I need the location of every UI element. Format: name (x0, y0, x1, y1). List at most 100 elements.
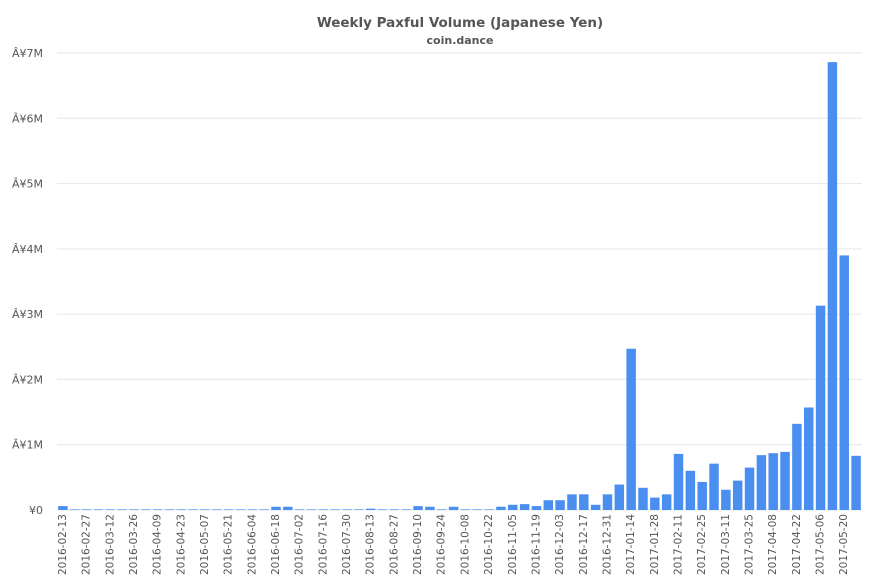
x-tick-label: 2016-12-03 (554, 514, 566, 575)
bar-2016-08-13 (365, 508, 376, 510)
x-tick-label: 2016-11-05 (507, 514, 519, 575)
y-tick-label: Â¥6M (12, 112, 43, 125)
x-tick-label: 2016-04-09 (152, 514, 164, 575)
bar-2016-09-10 (413, 506, 423, 510)
y-tick-label: Â¥3M (12, 308, 43, 321)
bar-2016-05-21 (223, 509, 234, 510)
x-tick-label: 2016-07-30 (341, 514, 353, 575)
bar-2017-03-11 (721, 489, 731, 510)
x-tick-label: 2017-04-22 (791, 514, 803, 575)
x-tick-label: 2017-04-08 (767, 514, 779, 575)
bar-2016-03-05 (93, 509, 104, 510)
x-tick-label: 2016-05-21 (223, 514, 235, 575)
bar-2017-03-04 (709, 463, 719, 510)
bar-2016-06-04 (247, 509, 258, 510)
x-tick-label: 2016-08-13 (365, 514, 377, 575)
bar-2016-03-12 (105, 509, 116, 510)
y-tick-label: Â¥7M (12, 47, 43, 60)
bar-2017-01-14 (626, 348, 636, 510)
bar-2017-04-08 (768, 453, 778, 510)
x-tick-label: 2016-12-17 (578, 514, 590, 575)
bar-2017-02-04 (661, 494, 672, 510)
bar-2016-11-19 (531, 506, 542, 510)
bar-2016-05-28 (235, 509, 246, 510)
x-tick-label: 2016-08-27 (388, 514, 400, 575)
x-tick-label: 2016-05-07 (199, 514, 211, 575)
bar-2017-02-18 (685, 470, 696, 510)
bar-2016-11-12 (519, 504, 530, 510)
x-tick-label: 2016-07-02 (294, 514, 306, 575)
bar-2016-03-26 (129, 509, 139, 510)
bar-2016-02-20 (70, 509, 80, 510)
x-tick-label: 2016-03-12 (104, 514, 116, 575)
y-tick-label: Â¥4M (12, 243, 43, 256)
bar-2017-03-25 (744, 467, 755, 510)
bar-2016-09-03 (401, 509, 411, 510)
bar-2016-09-24 (437, 509, 447, 510)
x-tick-label: 2016-09-10 (412, 514, 424, 575)
bar-2017-04-22 (792, 423, 802, 510)
x-tick-label: 2016-03-26 (128, 514, 140, 575)
x-tick-label: 2017-05-20 (838, 514, 850, 575)
bar-2016-05-14 (212, 509, 222, 510)
x-tick-label: 2017-05-06 (815, 514, 827, 575)
bar-2016-12-24 (590, 504, 601, 510)
bar-2016-04-02 (141, 509, 151, 510)
x-tick-label: 2017-02-25 (696, 514, 708, 575)
bar-2016-06-11 (259, 509, 269, 510)
bar-2016-06-25 (283, 506, 293, 510)
x-tick-label: 2017-03-25 (744, 514, 756, 575)
bar-2016-12-03 (555, 500, 565, 510)
bar-2016-08-27 (389, 509, 400, 510)
bar-2016-05-07 (200, 509, 210, 510)
bar-2016-12-31 (602, 494, 613, 510)
bar-2016-04-16 (164, 509, 175, 510)
bar-2016-10-22 (484, 509, 494, 510)
bar-2016-07-23 (330, 509, 340, 510)
bar-2016-04-23 (176, 509, 187, 510)
bar-2016-02-13 (58, 506, 68, 510)
x-tick-label: 2016-02-13 (57, 514, 69, 575)
bar-2016-07-09 (306, 509, 317, 510)
x-tick-label: 2017-01-14 (625, 514, 637, 575)
bar-2016-12-10 (567, 494, 577, 510)
x-tick-label: 2016-04-23 (175, 514, 187, 575)
y-axis-ticks: ¥0 Â¥1M Â¥2M Â¥3M Â¥4M Â¥5M Â¥6M Â¥7M (12, 47, 43, 517)
gridlines (57, 52, 862, 511)
x-tick-label: 2016-12-31 (601, 514, 613, 575)
bar-2016-07-16 (318, 509, 329, 510)
x-tick-label: 2016-11-19 (530, 514, 542, 575)
bar-2016-02-27 (81, 509, 92, 510)
bar-2016-10-01 (448, 506, 459, 510)
x-tick-label: 2016-09-24 (436, 514, 448, 575)
bar-2017-05-20 (839, 255, 849, 510)
bar-2016-08-20 (377, 509, 388, 510)
y-tick-label: ¥0 (29, 504, 43, 517)
bar-2017-05-27 (851, 455, 861, 510)
x-tick-label: 2016-06-18 (270, 514, 282, 575)
bar-2016-10-08 (460, 509, 471, 510)
bar-2017-02-25 (697, 481, 707, 510)
bar-2016-09-17 (425, 506, 435, 510)
x-tick-label: 2016-02-27 (81, 514, 93, 575)
bar-2016-07-02 (294, 509, 305, 510)
bar-2017-03-18 (732, 480, 743, 510)
bar-2016-04-09 (152, 509, 163, 510)
bar-2016-06-18 (271, 506, 281, 510)
bar-2016-10-15 (472, 509, 482, 510)
x-tick-label: 2017-01-28 (649, 514, 661, 575)
bar-2017-01-07 (614, 484, 625, 510)
bar-2017-04-15 (780, 451, 790, 510)
bar-2017-04-01 (756, 455, 767, 510)
x-tick-label: 2016-10-08 (459, 514, 471, 575)
bar-2016-11-26 (543, 500, 554, 510)
bar-2016-08-06 (354, 509, 364, 510)
y-tick-label: Â¥5M (12, 178, 43, 191)
x-axis-ticks: 2016-02-13 2016-02-27 2016-03-12 2016-03-26… (57, 514, 850, 575)
x-tick-label: 2016-06-04 (246, 514, 258, 575)
bar-2017-02-11 (673, 453, 684, 510)
bar-2016-10-29 (496, 506, 506, 510)
bar-2017-01-21 (638, 487, 648, 510)
x-tick-label: 2016-07-16 (317, 514, 329, 575)
